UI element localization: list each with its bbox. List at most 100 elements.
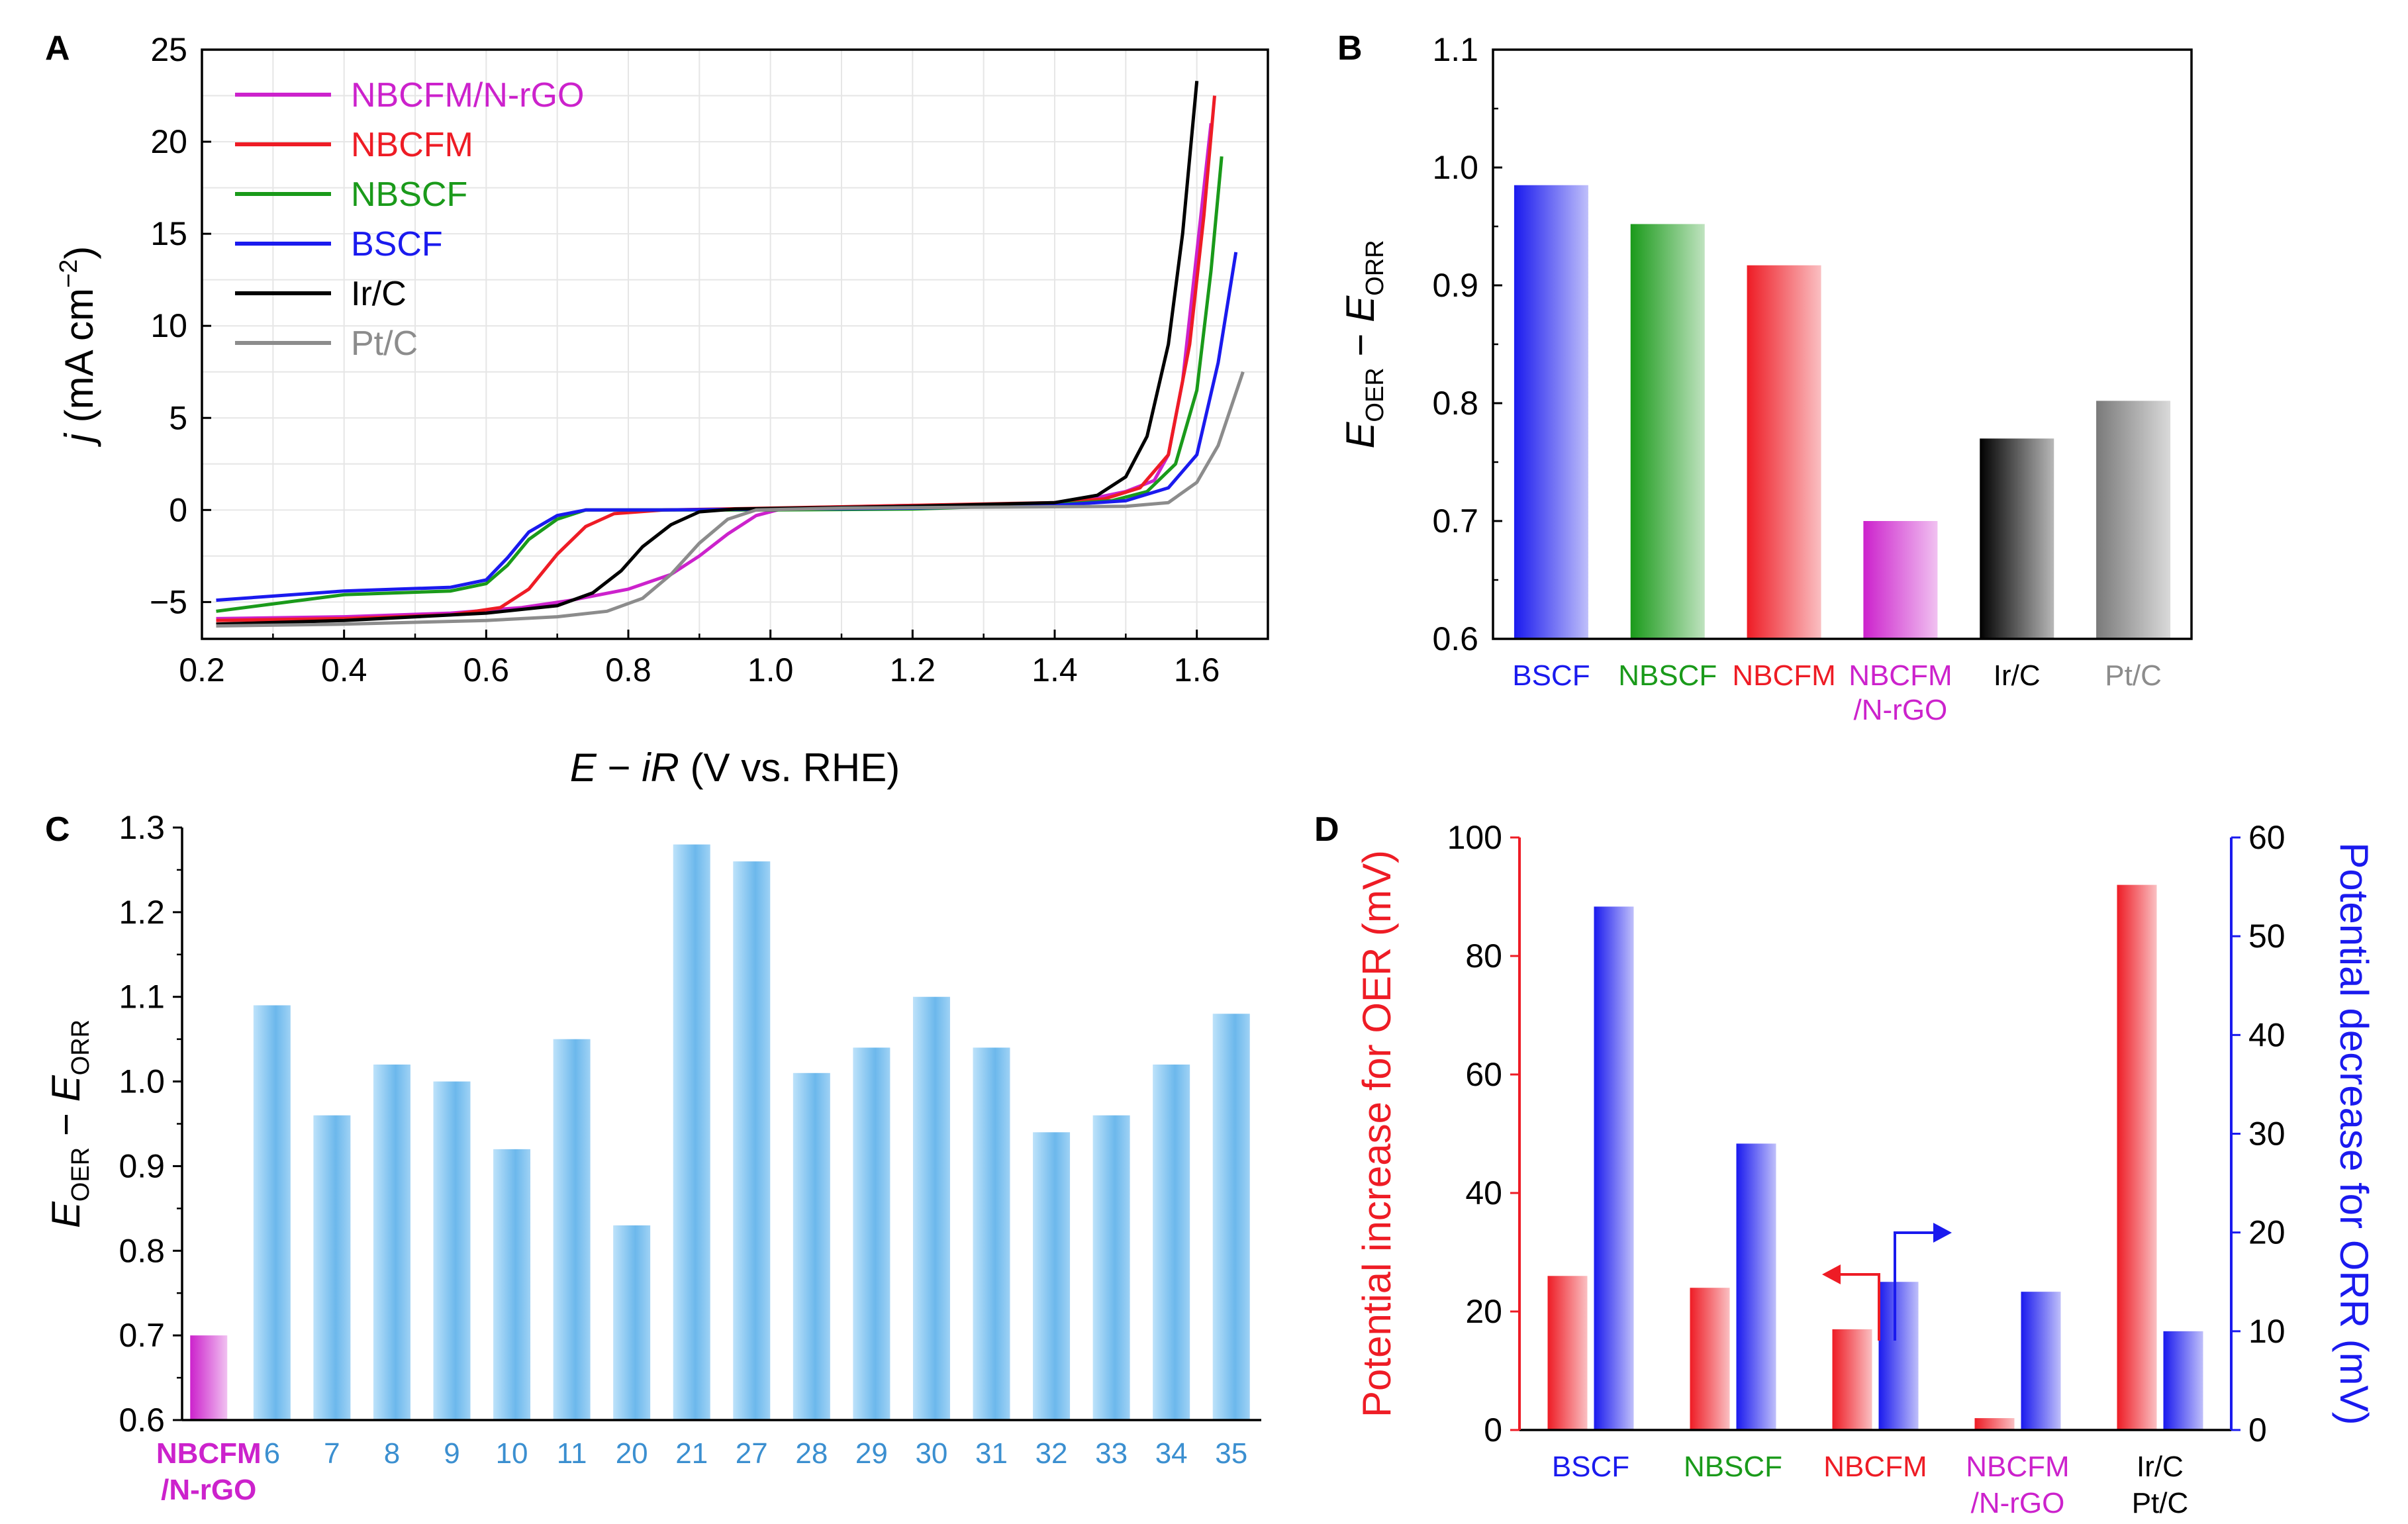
y-tick-label: 1.0 bbox=[1432, 149, 1478, 186]
x-tick-label: 1.0 bbox=[747, 651, 794, 689]
y-tick-label-right: 30 bbox=[2248, 1116, 2286, 1153]
legend-label: BSCF bbox=[351, 225, 443, 263]
arrow-right-head bbox=[1933, 1223, 1952, 1243]
y-tick-label-left: 20 bbox=[1465, 1293, 1502, 1330]
y-tick-label: 1.0 bbox=[119, 1063, 165, 1100]
panel-label-a: A bbox=[45, 29, 70, 68]
bar-oer bbox=[1974, 1418, 2015, 1430]
x-category-label: NBCFM bbox=[1823, 1451, 1927, 1483]
x-category-label: 28 bbox=[795, 1437, 828, 1470]
bar bbox=[373, 1065, 410, 1420]
bar bbox=[1747, 265, 1821, 639]
y-tick-label: 1.2 bbox=[119, 894, 165, 931]
y-tick-label: 5 bbox=[169, 399, 187, 436]
x-category-label: 29 bbox=[855, 1437, 888, 1470]
x-category-label: 31 bbox=[975, 1437, 1008, 1470]
bar bbox=[433, 1081, 471, 1420]
y-tick-label-right: 60 bbox=[2248, 819, 2286, 856]
bar bbox=[733, 861, 771, 1420]
x-category-label: 33 bbox=[1095, 1437, 1128, 1470]
x-tick-label: 1.2 bbox=[890, 651, 936, 689]
x-category-label: Pt/C bbox=[2105, 659, 2162, 692]
x-category-label: BSCF bbox=[1512, 659, 1590, 692]
bar bbox=[493, 1149, 531, 1420]
y-tick-label-right: 50 bbox=[2248, 918, 2286, 955]
y-tick-label-right: 0 bbox=[2248, 1411, 2267, 1449]
y-tick-label: 1.1 bbox=[1432, 31, 1478, 68]
bar bbox=[1092, 1115, 1130, 1420]
x-tick-label: 0.6 bbox=[463, 651, 510, 689]
bar bbox=[973, 1047, 1010, 1420]
x-tick-label: 0.4 bbox=[321, 651, 367, 689]
x-category-label: NBCFM bbox=[156, 1437, 262, 1470]
bar-oer bbox=[1832, 1329, 1872, 1430]
y-tick-label-left: 0 bbox=[1484, 1411, 1502, 1449]
x-category-label: 34 bbox=[1155, 1437, 1188, 1470]
y-tick-label: 0.7 bbox=[1432, 502, 1478, 540]
legend-label: Ir/C bbox=[351, 275, 407, 313]
x-category-label: Ir/C bbox=[2137, 1451, 2184, 1483]
x-category-label: 21 bbox=[675, 1437, 708, 1470]
bar-oer bbox=[1547, 1276, 1588, 1430]
x-category-label: 27 bbox=[736, 1437, 768, 1470]
bar bbox=[313, 1115, 351, 1420]
series-line-bscf bbox=[216, 252, 1238, 602]
x-category-label: Ir/C bbox=[1994, 659, 2041, 692]
bar bbox=[1514, 185, 1588, 639]
x-tick-label: 0.8 bbox=[605, 651, 651, 689]
bar bbox=[1980, 438, 2054, 639]
x-axis-label: E − iR (V vs. RHE) bbox=[570, 745, 900, 790]
y-axis-label-left: Potential increase for OER (mV) bbox=[1355, 850, 1399, 1417]
y-tick-label: 0.8 bbox=[1432, 385, 1478, 422]
x-category-label: 20 bbox=[616, 1437, 648, 1470]
bar-orr bbox=[2163, 1331, 2203, 1430]
x-category-label: 10 bbox=[496, 1437, 528, 1470]
y-tick-label-left: 80 bbox=[1465, 937, 1502, 975]
bar bbox=[253, 1005, 291, 1420]
x-category-label: NBSCF bbox=[1618, 659, 1717, 692]
bar-orr bbox=[2021, 1292, 2061, 1430]
bar bbox=[912, 996, 950, 1420]
arrow-right-line bbox=[1894, 1231, 1937, 1341]
y-tick-label: 25 bbox=[150, 31, 187, 68]
y-tick-label: 0.7 bbox=[119, 1317, 165, 1354]
bar bbox=[793, 1072, 830, 1420]
y-tick-label: 0.9 bbox=[1432, 267, 1478, 304]
y-tick-label: 0.8 bbox=[119, 1232, 165, 1269]
x-category-label: NBSCF bbox=[1684, 1451, 1782, 1483]
panel-d: BSCF NBSCF NBCFM NBCFM/N-rGO Ir/C Pt/C 0 20 40 60… bbox=[1314, 810, 2376, 1519]
y-tick-label: 0.6 bbox=[119, 1402, 165, 1439]
x-tick-label: 1.6 bbox=[1174, 651, 1220, 689]
bar bbox=[190, 1335, 228, 1420]
bar-orr bbox=[1878, 1282, 1919, 1430]
legend-label: Pt/C bbox=[351, 324, 418, 363]
x-category-label: 6 bbox=[264, 1437, 280, 1470]
legend-label: NBCFM/N-rGO bbox=[351, 76, 584, 115]
y-tick-label: −5 bbox=[150, 583, 187, 620]
y-tick-label: 10 bbox=[150, 307, 187, 344]
y-tick-label-right: 40 bbox=[2248, 1016, 2286, 1053]
plot-frame bbox=[201, 48, 1269, 640]
x-category-label: 7 bbox=[324, 1437, 340, 1470]
bar bbox=[613, 1225, 651, 1420]
x-category-label: 32 bbox=[1035, 1437, 1068, 1470]
x-category-label: 30 bbox=[915, 1437, 947, 1470]
y-tick-label-right: 20 bbox=[2248, 1214, 2286, 1251]
y-axis-label: EOER − EORR bbox=[44, 1020, 95, 1228]
bar bbox=[553, 1039, 591, 1420]
y-tick-label: 1.3 bbox=[119, 809, 165, 846]
x-category-label: 9 bbox=[444, 1437, 459, 1470]
y-tick-label: 15 bbox=[150, 215, 187, 252]
panel-b: BSCF NBSCF NBCFM NBCFM/N-rGO Ir/C Pt/C 0.6 0.7 0… bbox=[1337, 29, 2193, 726]
plot-frame bbox=[1492, 48, 2193, 640]
y-tick-label: 0.6 bbox=[1432, 620, 1478, 657]
x-category-label: Pt/C bbox=[2132, 1487, 2189, 1519]
bar bbox=[853, 1047, 891, 1420]
x-tick-label: 1.4 bbox=[1032, 651, 1078, 689]
x-category-label: 11 bbox=[557, 1437, 587, 1470]
legend-label: NBSCF bbox=[351, 175, 467, 214]
bar bbox=[2096, 401, 2171, 639]
y-tick-label-left: 60 bbox=[1465, 1056, 1502, 1093]
